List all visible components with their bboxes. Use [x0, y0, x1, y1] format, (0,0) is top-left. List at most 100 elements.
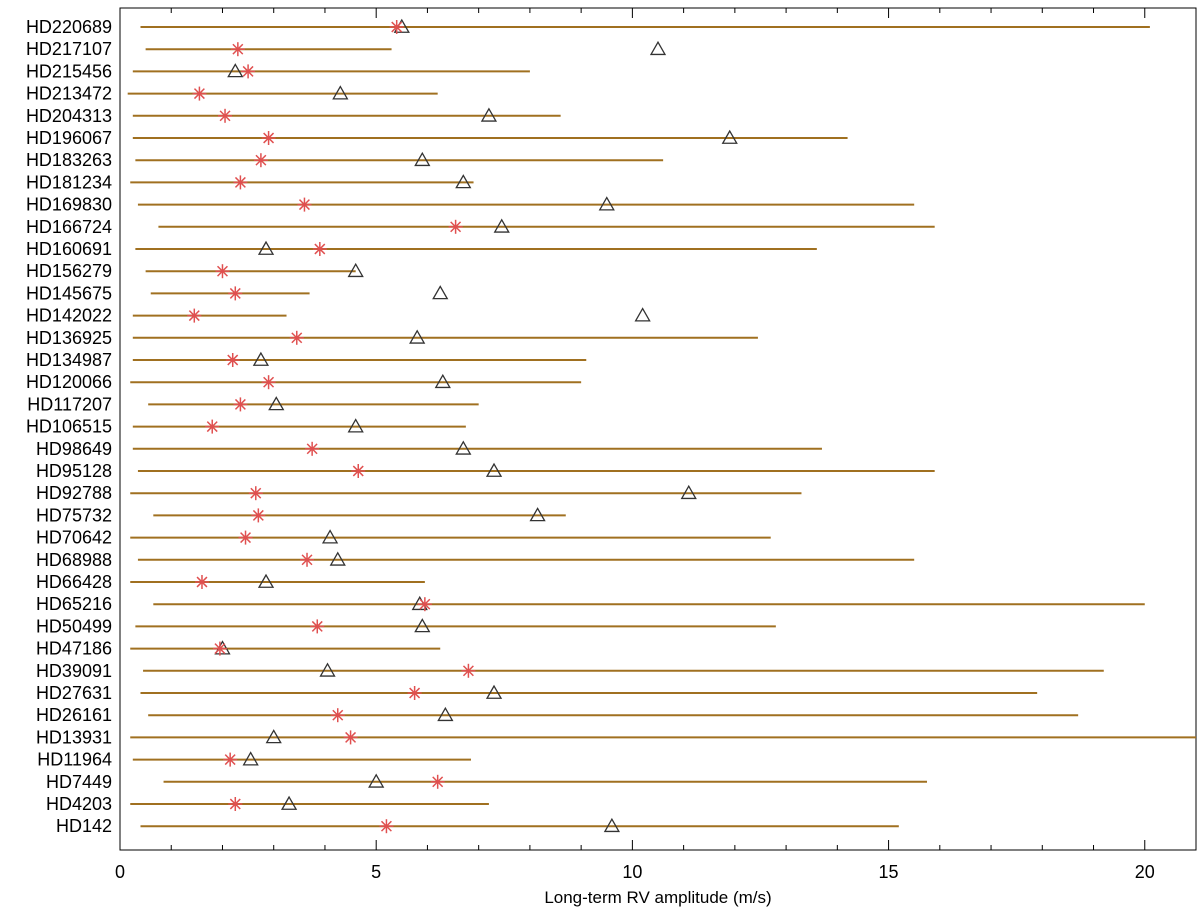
star-label: HD145675 — [26, 283, 112, 303]
star-label: HD142 — [56, 816, 112, 836]
star-marker — [448, 219, 463, 234]
star-label: HD98649 — [36, 439, 112, 459]
triangle-marker — [368, 773, 385, 788]
star-marker — [215, 264, 230, 279]
triangle-marker — [721, 129, 738, 144]
star-label: HD136925 — [26, 328, 112, 348]
x-tick-label: 15 — [879, 862, 899, 882]
triangle-marker — [437, 706, 454, 722]
star-label: HD117207 — [27, 394, 112, 414]
star-marker — [218, 108, 233, 123]
star-marker — [351, 464, 366, 478]
triangle-marker — [680, 484, 697, 500]
star-marker — [228, 286, 243, 301]
triangle-marker — [329, 551, 346, 566]
star-marker — [379, 819, 394, 834]
star-label: HD50499 — [36, 616, 112, 636]
star-marker — [343, 730, 358, 745]
star-label: HD95128 — [36, 461, 112, 481]
star-marker — [297, 197, 312, 212]
star-label: HD220689 — [26, 17, 112, 37]
star-label: HD169830 — [26, 195, 112, 215]
star-label: HD196067 — [26, 128, 112, 148]
star-marker — [187, 308, 202, 323]
star-marker — [194, 575, 209, 589]
triangle-marker — [455, 440, 472, 455]
x-tick-labels: 0 5 10 15 20 — [115, 862, 1155, 882]
triangle-marker — [432, 285, 449, 300]
star-label: HD7449 — [46, 772, 112, 792]
triangle-marker — [485, 684, 503, 699]
triangle-marker — [529, 507, 546, 522]
star-marker — [233, 397, 248, 412]
triangle-marker — [649, 40, 667, 56]
star-label: HD66428 — [36, 572, 112, 592]
x-tick-label: 5 — [371, 862, 381, 882]
star-label: HD120066 — [26, 372, 112, 392]
x-major-ticks — [119, 8, 1146, 850]
triangle-marker — [414, 618, 431, 633]
star-label: HD68988 — [36, 550, 112, 570]
triangle-marker — [347, 262, 364, 278]
star-marker — [228, 797, 243, 811]
triangle-marker — [257, 573, 275, 588]
star-marker — [212, 641, 227, 656]
star-marker — [241, 64, 256, 79]
triangle-marker — [480, 107, 498, 122]
x-tick-label: 10 — [622, 862, 642, 882]
star-label: HD160691 — [26, 239, 112, 259]
star-label: HD92788 — [36, 483, 112, 503]
triangle-marker — [434, 373, 451, 389]
star-marker — [300, 552, 315, 567]
star-marker — [389, 20, 404, 34]
star-marker — [305, 441, 320, 456]
triangle-marker — [268, 396, 285, 411]
triangle-marker — [257, 240, 275, 255]
star-marker — [461, 663, 476, 678]
star-label: HD47186 — [36, 639, 112, 659]
star-marker — [223, 752, 238, 767]
star-marker — [205, 419, 220, 434]
x-tick-label: 20 — [1135, 862, 1155, 882]
star-label: HD4203 — [46, 794, 112, 814]
star-marker — [233, 175, 248, 190]
star-label: HD134987 — [26, 350, 112, 370]
triangle-marker — [598, 196, 615, 211]
triangle-marker — [414, 151, 431, 167]
star-marker — [261, 375, 276, 390]
star-marker — [289, 330, 304, 345]
star-label: HD39091 — [36, 661, 112, 681]
x-tick-label: 0 — [115, 862, 125, 882]
star-marker — [248, 486, 263, 501]
x-minor-ticks — [170, 8, 1197, 850]
star-label: HD13931 — [36, 727, 112, 747]
triangle-marker — [280, 795, 298, 810]
star-label: HD166724 — [26, 217, 112, 237]
star-label: HD27631 — [36, 683, 112, 703]
star-label: HD26161 — [36, 705, 112, 725]
star-marker — [225, 353, 240, 367]
star-marker — [310, 619, 325, 634]
star-label: HD65216 — [36, 594, 112, 614]
triangle-marker — [319, 662, 336, 677]
star-label: HD11964 — [37, 750, 112, 770]
star-label: HD142022 — [26, 306, 112, 326]
star-label: HD215456 — [26, 61, 112, 81]
star-marker — [407, 686, 422, 700]
star-marker — [251, 508, 266, 523]
star-rows — [127, 18, 1196, 834]
triangle-marker — [603, 817, 621, 833]
triangle-marker — [493, 218, 510, 233]
triangle-marker — [455, 174, 472, 189]
star-label: HD213472 — [26, 84, 112, 104]
triangle-marker — [227, 63, 244, 78]
triangle-marker — [332, 85, 349, 100]
triangle-marker — [485, 462, 503, 477]
star-marker — [312, 242, 327, 256]
triangle-marker — [409, 329, 426, 344]
star-marker — [238, 530, 253, 545]
triangle-marker — [242, 751, 259, 766]
star-label: HD217107 — [26, 39, 112, 59]
triangle-marker — [347, 418, 364, 433]
